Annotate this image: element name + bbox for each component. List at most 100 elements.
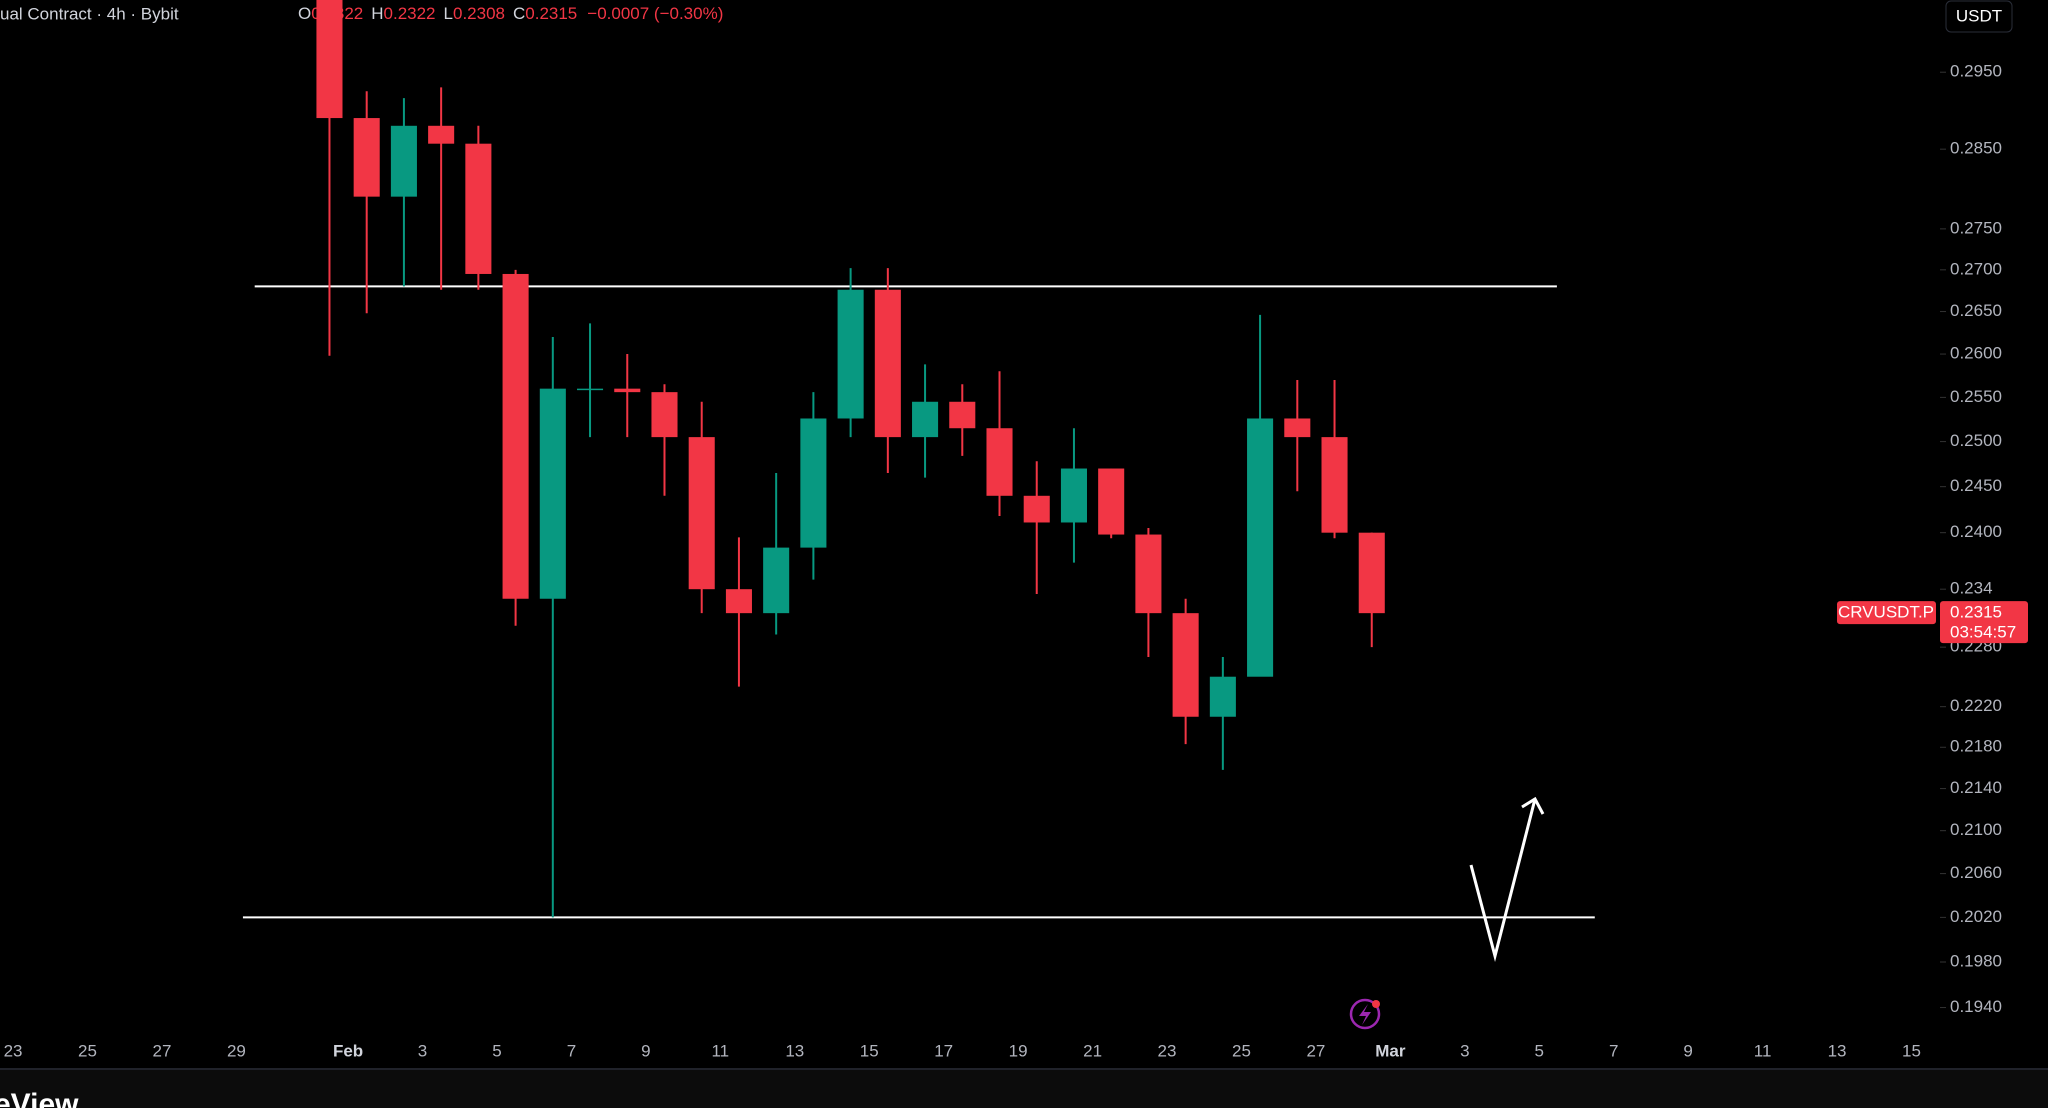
y-tick-label: 0.2140 — [1950, 778, 2002, 797]
ohlc-label: L — [444, 4, 453, 23]
change: −0.0007 (−0.30%) — [587, 4, 723, 23]
lightning-icon[interactable] — [1349, 998, 1381, 1030]
x-tick-label: 9 — [1683, 1041, 1692, 1060]
candle-body — [1023, 495, 1050, 523]
x-tick-label: 13 — [785, 1041, 804, 1060]
arrow-drawing — [1469, 798, 1537, 962]
ohlc-label: C — [513, 4, 525, 23]
y-tick-label: 0.2450 — [1950, 476, 2002, 495]
y-tick-label: 0.2550 — [1950, 387, 2002, 406]
x-tick-label: 9 — [641, 1041, 650, 1060]
x-tick-label: 3 — [418, 1041, 427, 1060]
candle-body — [1284, 418, 1311, 438]
candle-body — [465, 143, 492, 274]
y-tick-label: 0.2180 — [1950, 737, 2002, 756]
y-tick-label: 0.2060 — [1950, 863, 2002, 882]
candle-body — [1060, 468, 1087, 523]
currency-label[interactable]: USDT — [1956, 6, 2002, 25]
x-tick-label: 27 — [1306, 1041, 1325, 1060]
x-tick-label: 25 — [1232, 1041, 1251, 1060]
y-tick-label: 0.2500 — [1950, 431, 2002, 450]
y-tick-label: 0.2600 — [1950, 344, 2002, 363]
x-tick-label: 29 — [227, 1041, 246, 1060]
y-tick-label: 0.2650 — [1950, 301, 2002, 320]
x-tick-label: 5 — [1535, 1041, 1544, 1060]
ohlc-label: H — [371, 4, 383, 23]
y-tick-label: 0.2020 — [1950, 907, 2002, 926]
x-tick-label: Feb — [333, 1041, 363, 1060]
candle-body — [614, 388, 641, 393]
candle-body — [986, 428, 1013, 496]
ohlc-value: 0.2308 — [453, 4, 505, 23]
symbol-label: CRVUSDT.P — [1838, 603, 1934, 622]
y-tick-label: 0.2750 — [1950, 218, 2002, 237]
x-tick-label: 25 — [78, 1041, 97, 1060]
x-tick-label: 23 — [4, 1041, 23, 1060]
candle-body — [502, 273, 529, 599]
x-tick-label: 17 — [934, 1041, 953, 1060]
x-tick-label: 15 — [860, 1041, 879, 1060]
countdown: 03:54:57 — [1950, 623, 2016, 642]
y-tick-label: 0.1980 — [1950, 951, 2002, 970]
ohlc-value: 0.2315 — [525, 4, 577, 23]
candle-body — [912, 401, 939, 438]
price-badge — [1940, 601, 2028, 644]
candle-body — [428, 125, 455, 144]
candle-body — [800, 418, 827, 548]
candle-body — [1098, 468, 1125, 535]
ohlc-value: 0.2322 — [384, 4, 436, 23]
candle-body — [837, 289, 864, 419]
candle-body — [949, 401, 976, 429]
y-tick-label: 0.2220 — [1950, 696, 2002, 715]
arrow-head — [1521, 796, 1545, 815]
x-tick-label: 7 — [1609, 1041, 1618, 1060]
candle-body — [763, 547, 790, 614]
last-price: 0.2315 — [1950, 603, 2002, 622]
candle-body — [874, 289, 901, 438]
footer — [0, 1070, 2048, 1108]
x-tick-label: 11 — [1754, 1041, 1772, 1060]
x-tick-label: 3 — [1460, 1041, 1469, 1060]
symbol-badge — [1837, 601, 1936, 625]
candle-body — [725, 589, 752, 614]
candle-body — [1209, 676, 1236, 717]
x-tick-label: 19 — [1009, 1041, 1028, 1060]
x-tick-label: 11 — [711, 1041, 729, 1060]
symbol-description: ual Contract · 4h · Bybit — [0, 4, 179, 23]
candle-body — [390, 125, 417, 197]
brand: eView — [0, 1088, 79, 1108]
x-tick-label: Mar — [1375, 1041, 1406, 1060]
candle-body — [1358, 532, 1385, 614]
y-tick-label: 0.2950 — [1950, 62, 2002, 81]
candle-body — [1135, 534, 1162, 614]
y-tick-label: 0.2850 — [1950, 139, 2002, 158]
candle-body — [651, 392, 678, 438]
notification-dot — [1372, 1000, 1380, 1008]
y-tick-label: 0.2100 — [1950, 820, 2002, 839]
x-tick-label: 27 — [152, 1041, 171, 1060]
ohlc-label: O — [298, 4, 311, 23]
x-tick-label: 13 — [1828, 1041, 1847, 1060]
currency-button[interactable] — [1945, 0, 2013, 33]
candle-body — [1247, 418, 1274, 677]
candle-body — [353, 118, 380, 197]
x-tick-label: 7 — [567, 1041, 576, 1060]
y-tick-label: 0.2700 — [1950, 259, 2002, 278]
x-tick-label: 23 — [1158, 1041, 1177, 1060]
x-tick-label: 5 — [492, 1041, 501, 1060]
candle-body — [577, 388, 604, 391]
x-tick-label: 21 — [1083, 1041, 1102, 1060]
candle-body — [688, 437, 715, 590]
candle-body — [316, 0, 343, 119]
y-tick-label: 0.1940 — [1950, 997, 2002, 1016]
x-tick-label: 15 — [1902, 1041, 1921, 1060]
lightning-glyph — [1359, 1004, 1371, 1025]
candle-body — [1321, 437, 1348, 533]
y-tick-label: 0.234 — [1950, 579, 1993, 598]
y-tick-label: 0.2400 — [1950, 522, 2002, 541]
candle-body — [1172, 613, 1199, 717]
